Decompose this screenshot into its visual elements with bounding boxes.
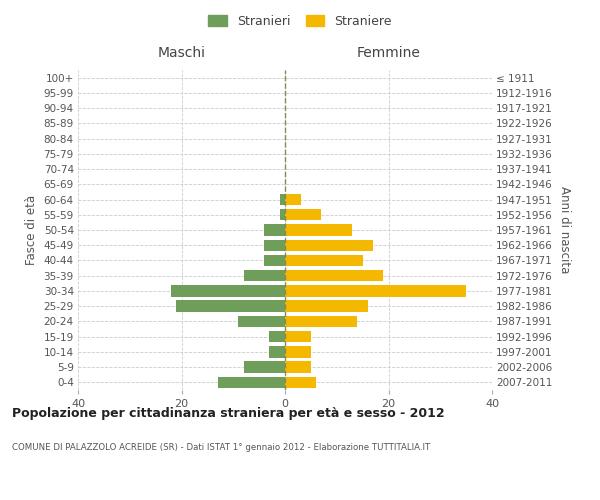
Bar — [285, 300, 368, 312]
Bar — [265, 255, 285, 266]
Bar — [285, 270, 383, 281]
Bar — [285, 255, 362, 266]
Bar — [269, 346, 285, 358]
Bar — [244, 362, 285, 373]
Bar — [285, 240, 373, 251]
Text: Femmine: Femmine — [356, 46, 421, 60]
Bar — [265, 224, 285, 235]
Bar — [176, 300, 285, 312]
Text: Popolazione per cittadinanza straniera per età e sesso - 2012: Popolazione per cittadinanza straniera p… — [12, 408, 445, 420]
Bar — [285, 376, 316, 388]
Y-axis label: Anni di nascita: Anni di nascita — [559, 186, 571, 274]
Bar — [280, 194, 285, 205]
Bar — [285, 346, 311, 358]
Bar — [285, 316, 358, 327]
Bar — [285, 194, 301, 205]
Text: COMUNE DI PALAZZOLO ACREIDE (SR) - Dati ISTAT 1° gennaio 2012 - Elaborazione TUT: COMUNE DI PALAZZOLO ACREIDE (SR) - Dati … — [12, 442, 430, 452]
Bar — [285, 362, 311, 373]
Bar — [218, 376, 285, 388]
Text: Maschi: Maschi — [157, 46, 205, 60]
Bar — [285, 224, 352, 235]
Y-axis label: Fasce di età: Fasce di età — [25, 195, 38, 265]
Bar — [285, 331, 311, 342]
Bar — [269, 331, 285, 342]
Bar — [171, 285, 285, 296]
Bar — [280, 209, 285, 220]
Bar — [265, 240, 285, 251]
Bar — [285, 285, 466, 296]
Bar — [285, 209, 321, 220]
Bar — [238, 316, 285, 327]
Legend: Stranieri, Straniere: Stranieri, Straniere — [205, 11, 395, 32]
Bar — [244, 270, 285, 281]
